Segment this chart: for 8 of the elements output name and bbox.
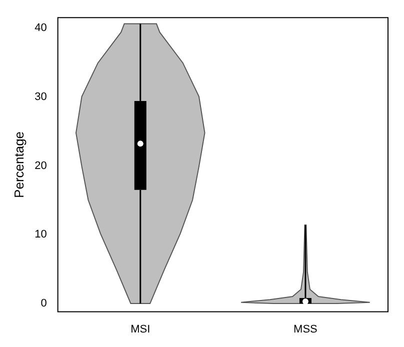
y-tick-label: 40 — [34, 22, 47, 34]
x-tick-label: MSI — [130, 323, 150, 336]
y-tick-label: 0 — [40, 298, 47, 310]
y-tick-label: 10 — [34, 228, 47, 241]
y-tick-label: 20 — [34, 160, 47, 172]
x-tick-label: MSS — [294, 323, 318, 336]
y-axis-title: Percentage — [11, 131, 26, 198]
y-tick-label: 30 — [34, 90, 47, 103]
